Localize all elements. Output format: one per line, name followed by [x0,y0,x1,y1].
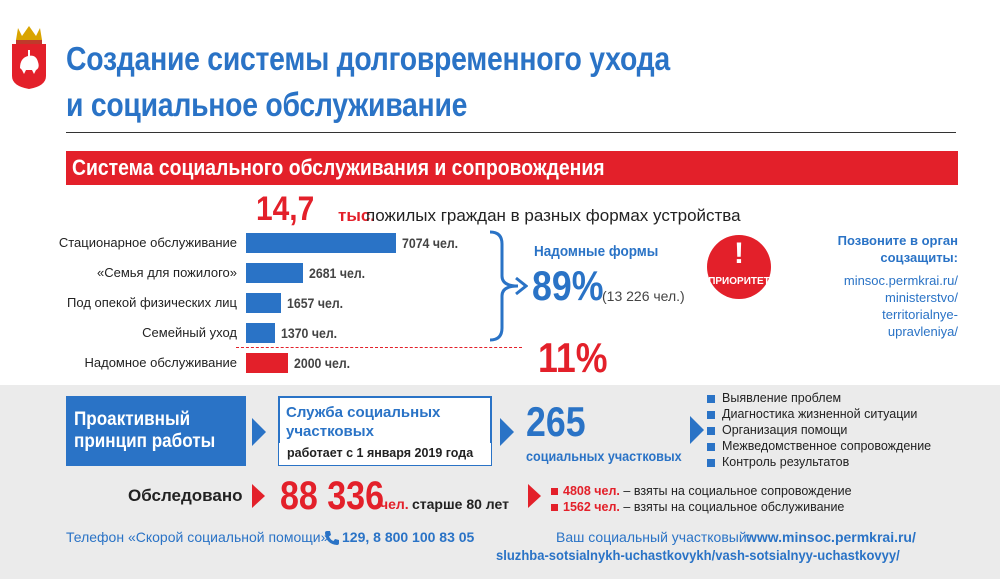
priority-badge [707,235,771,299]
surveyed-result-count: 1562 чел. [563,500,620,514]
proactive-line: Проактивный [74,409,191,430]
arrow-right-icon [500,418,514,446]
task-item: Организация помощи [707,423,848,437]
task-item: Межведомственное сопровождение [707,439,932,453]
bullet-icon [707,459,715,467]
site-link-continued[interactable]: sluzhba-sotsialnykh-uchastkovykh/vash-so… [496,547,900,563]
arrow-right-icon [252,418,266,446]
surveyed-description: старше 80 лет [412,496,509,512]
service-title: Служба социальных участковых [286,403,486,441]
call-title-line: Позвоните в орган [837,233,958,248]
proactive-title: Проактивный принцип работы [74,409,215,453]
curly-brace-icon [489,230,528,342]
call-title: Позвоните в орган соцзащиты: [810,232,958,266]
section-banner [66,151,958,185]
bar-label: Под опекой физических лиц [67,295,237,310]
home-service-percent: 11% [538,334,608,381]
arrow-right-icon [528,484,541,508]
phone-icon [325,531,339,545]
call-link-line[interactable]: ministerstvo/ [885,290,958,305]
bar-value: 1657 чел. [287,295,344,311]
title-divider [66,132,956,133]
call-link-line[interactable]: minsoc.permkrai.ru/ [843,273,958,288]
bar [246,263,303,283]
call-link[interactable]: minsoc.permkrai.ru/ ministerstvo/ territ… [810,272,958,340]
bar-value: 1370 чел. [281,325,338,341]
bar-label: Стационарное обслуживание [58,235,237,250]
bar-label: Надомное обслуживание [84,355,237,370]
total-description: пожилых граждан в разных формах устройст… [366,206,741,225]
task-item: Выявление проблем [707,391,842,405]
bar [246,233,396,253]
perm-krai-coat-of-arms-icon [12,26,46,89]
home-forms-count: (13 226 чел.) [602,288,685,304]
site-label: Ваш социальный участковый: [556,529,751,545]
bullet-icon [707,411,715,419]
bullet-icon [551,504,558,511]
section-banner-title: Система социального обслуживания и сопро… [72,155,605,180]
surveyed-number: 88 336 [280,474,384,518]
phone-label: Телефон «Скорой социальной помощи» [66,529,329,545]
call-link-line[interactable]: upravleniya/ [887,324,958,339]
officers-number: 265 [526,398,586,445]
surveyed-result-text: – взяты на социальное обслуживание [623,500,845,514]
proactive-box [66,396,246,466]
bullet-icon [707,427,715,435]
bar-value: 2681 чел. [309,265,366,281]
page-title-line-2: и социальное обслуживание [66,86,468,123]
officers-label: социальных участковых [526,448,682,464]
bullet-icon [551,488,558,495]
surveyed-result-count: 4808 чел. [563,484,620,498]
task-text: Диагностика жизненной ситуации [722,407,918,421]
home-forms-percent: 89% [532,262,604,309]
home-forms-label: Надомные формы [534,243,659,260]
priority-label: ПРИОРИТЕТ [708,276,770,287]
arrow-right-icon [252,484,265,508]
surveyed-result: 1562 чел. – взяты на социальное обслужив… [551,500,845,514]
phone-number[interactable]: 129, 8 800 100 83 05 [342,529,475,545]
bar [246,353,288,373]
call-title-line: соцзащиты: [880,250,958,265]
bullet-icon [707,443,715,451]
page-title-line-1: Создание системы долговременного ухода [66,40,670,77]
task-text: Контроль результатов [722,455,850,469]
service-title-line: Служба социальных [286,404,441,421]
service-start-date: работает с 1 января 2019 года [279,443,491,465]
bar [246,323,275,343]
bar-label: «Семья для пожилого» [97,265,237,280]
bullet-icon [707,395,715,403]
arrow-right-icon [690,416,704,444]
task-text: Организация помощи [722,423,848,437]
surveyed-label: Обследовано [128,486,243,505]
proactive-line: принцип работы [74,431,216,452]
total-unit: тыс. [338,206,376,225]
service-title-line: участковых [286,423,374,440]
task-text: Межведомственное сопровождение [722,439,932,453]
bar-value: 2000 чел. [294,355,351,371]
surveyed-result-text: – взяты на социальное сопровождение [623,484,852,498]
bar-value: 7074 чел. [402,235,459,251]
task-item: Диагностика жизненной ситуации [707,407,918,421]
dashed-separator [236,347,522,348]
task-item: Контроль результатов [707,455,850,469]
site-link[interactable]: www.minsoc.permkrai.ru/ [746,529,916,545]
bar-label: Семейный уход [142,325,237,340]
surveyed-unit: чел. [380,496,409,512]
task-text: Выявление проблем [722,391,842,405]
call-link-line[interactable]: territorialnye- [882,307,958,322]
total-number: 14,7 [256,190,315,228]
bar [246,293,281,313]
surveyed-result: 4808 чел. – взяты на социальное сопровож… [551,484,852,498]
exclamation-icon: ! [734,237,744,270]
